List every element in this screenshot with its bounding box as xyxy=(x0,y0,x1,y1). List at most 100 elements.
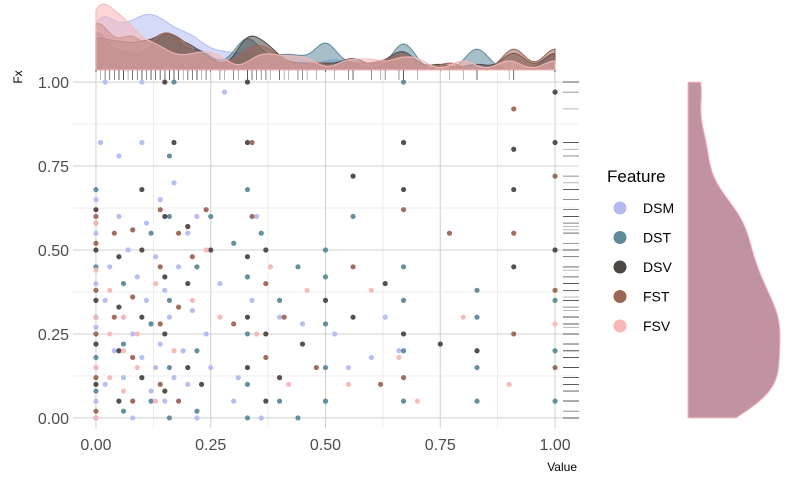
scatter-point xyxy=(244,364,251,371)
scatter-point xyxy=(139,247,145,253)
y-tick-label: 0.25 xyxy=(38,327,69,344)
scatter-point xyxy=(153,364,159,371)
scatter-point xyxy=(93,388,99,394)
scatter-point xyxy=(97,139,104,146)
scatter-point xyxy=(400,264,407,270)
scatter-point xyxy=(102,79,108,85)
scatter-point xyxy=(400,331,407,337)
scatter-point xyxy=(139,186,145,193)
scatter-point xyxy=(189,307,195,314)
scatter-point xyxy=(217,280,223,287)
scatter-point xyxy=(244,254,251,260)
scatter-point xyxy=(244,415,251,421)
scatter-point xyxy=(552,398,558,404)
scatter-point xyxy=(368,287,375,293)
scatter-point xyxy=(148,230,154,236)
scatter-point xyxy=(235,375,241,381)
scatter-point xyxy=(198,381,205,387)
legend-label: DST xyxy=(643,230,671,246)
scatter-point xyxy=(157,264,163,270)
scatter-point xyxy=(171,139,177,146)
scatter-point xyxy=(93,415,99,421)
scatter-point xyxy=(203,247,209,253)
scatter-point xyxy=(396,354,402,361)
scatter-point xyxy=(552,89,558,95)
scatter-point xyxy=(93,213,99,220)
scatter-point xyxy=(400,375,407,381)
scatter-point xyxy=(400,297,407,303)
scatter-point xyxy=(116,304,122,310)
scatter-point xyxy=(194,264,200,270)
legend-label: DSM xyxy=(643,200,674,216)
scatter-point xyxy=(185,381,191,387)
scatter-point xyxy=(130,227,136,233)
scatter-point xyxy=(322,297,329,303)
scatter-point xyxy=(350,213,356,220)
scatter-point xyxy=(166,415,173,421)
scatter-point xyxy=(249,139,255,146)
legend-swatch xyxy=(613,201,627,215)
scatter-point xyxy=(93,381,99,387)
scatter-point xyxy=(446,230,453,236)
scatter-point xyxy=(552,297,558,303)
scatter-point xyxy=(93,331,99,337)
legend-swatch xyxy=(613,319,627,333)
legend-label: FST xyxy=(643,289,670,305)
scatter-point xyxy=(221,89,228,95)
scatter-point xyxy=(185,364,191,371)
scatter-point xyxy=(194,348,200,354)
scatter-point xyxy=(120,408,127,414)
scatter-point xyxy=(171,180,177,186)
scatter-point xyxy=(111,230,117,236)
scatter-point xyxy=(130,331,136,337)
scatter-point xyxy=(157,321,163,327)
x-tick-label: 1.00 xyxy=(539,437,570,454)
y-tick-label: 0.00 xyxy=(38,411,69,428)
scatter-point xyxy=(120,314,127,320)
scatter-point xyxy=(93,297,99,303)
scatter-point xyxy=(322,247,329,253)
scatter-point xyxy=(263,354,269,361)
scatter-point xyxy=(93,207,99,213)
scatter-point xyxy=(299,321,306,327)
scatter-point xyxy=(249,213,255,220)
scatter-point xyxy=(400,186,407,193)
scatter-point xyxy=(299,341,306,347)
scatter-point xyxy=(134,331,140,337)
scatter-point xyxy=(125,247,131,253)
scatter-point xyxy=(286,381,292,387)
scatter-point xyxy=(267,264,274,270)
scatter-point xyxy=(276,375,283,381)
scatter-point xyxy=(143,220,150,226)
scatter-point xyxy=(139,375,145,381)
y-tick-label: 0.75 xyxy=(38,159,69,176)
scatter-point xyxy=(175,398,182,404)
scatter-point xyxy=(208,364,214,371)
x-axis-ticks: 0.00 0.25 0.50 0.75 1.00 xyxy=(80,437,570,454)
scatter-point xyxy=(474,398,480,404)
scatter-point xyxy=(148,321,154,327)
scatter-point xyxy=(185,230,191,236)
scatter-point xyxy=(116,153,122,159)
right-rug xyxy=(563,81,579,419)
scatter-point xyxy=(460,314,466,320)
scatter-point xyxy=(244,186,251,193)
scatter-point xyxy=(350,173,356,179)
scatter-point xyxy=(506,381,512,387)
scatter-point xyxy=(244,139,251,146)
scatter-point xyxy=(175,264,182,270)
scatter-point xyxy=(162,274,168,280)
scatter-point xyxy=(93,220,99,226)
scatter-point xyxy=(382,280,388,287)
scatter-point xyxy=(102,381,108,387)
scatter-point xyxy=(437,341,443,347)
scatter-point xyxy=(162,79,168,85)
scatter-point xyxy=(107,375,113,381)
legend-title: Feature xyxy=(607,167,666,186)
scatter-point xyxy=(194,213,200,220)
scatter-point xyxy=(139,79,145,85)
scatter-point xyxy=(552,364,558,371)
scatter-point xyxy=(244,274,251,280)
scatter-point xyxy=(208,247,214,253)
scatter-point xyxy=(93,364,99,371)
